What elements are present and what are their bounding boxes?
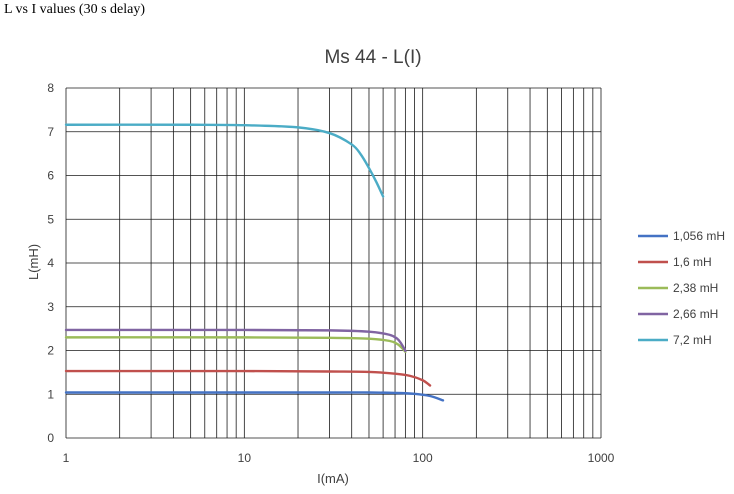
series-lines xyxy=(64,123,445,402)
y-tick-label: 1 xyxy=(47,387,54,401)
y-tick-label: 3 xyxy=(47,300,54,314)
legend-label: 1,6 mH xyxy=(673,255,712,269)
y-tick-label: 8 xyxy=(47,81,54,95)
series-line xyxy=(64,328,407,353)
y-tick-label: 4 xyxy=(47,256,54,270)
page-heading: L vs I values (30 s delay) xyxy=(4,2,145,17)
y-tick-label: 7 xyxy=(47,125,54,139)
y-tick-label: 5 xyxy=(47,212,54,226)
series-line xyxy=(64,391,445,402)
series-line xyxy=(64,123,385,198)
chart-title: Ms 44 - L(I) xyxy=(324,47,421,68)
series-line xyxy=(64,336,407,354)
x-tick-label: 10 xyxy=(238,451,252,465)
y-tick-label: 6 xyxy=(47,169,54,183)
legend-label: 1,056 mH xyxy=(673,229,725,243)
y-axis-label: L(mH) xyxy=(26,244,41,280)
x-tick-label: 1 xyxy=(63,451,70,465)
x-tick-label: 1000 xyxy=(588,451,615,465)
x-axis-label: I(mA) xyxy=(317,471,349,486)
legend-label: 2,66 mH xyxy=(673,307,718,321)
legend: 1,056 mH 1,6 mH 2,38 mH 2,66 mH 7,2 mH xyxy=(638,229,725,347)
series-line xyxy=(64,369,432,387)
grid xyxy=(65,87,602,439)
legend-label: 7,2 mH xyxy=(673,333,712,347)
legend-label: 2,38 mH xyxy=(673,281,718,295)
y-tick-label: 0 xyxy=(47,431,54,445)
y-tick-label: 2 xyxy=(47,344,54,358)
x-tick-label: 100 xyxy=(413,451,433,465)
